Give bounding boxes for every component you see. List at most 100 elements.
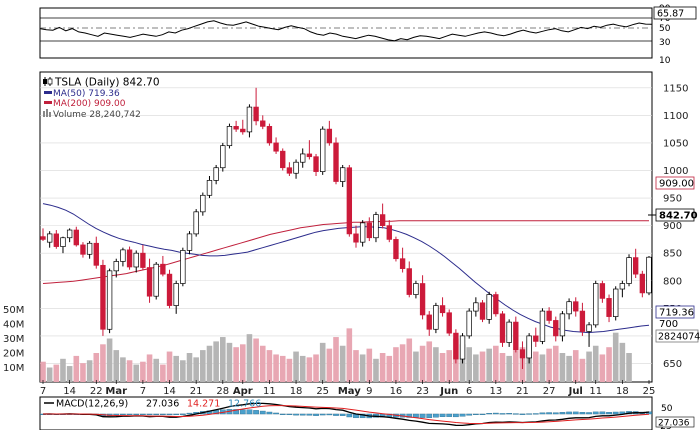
hist-value: 12.766 xyxy=(228,399,261,410)
volume-bar xyxy=(606,347,612,382)
legend-ma200: MA(200) 909.00 xyxy=(53,99,126,109)
volume-bar xyxy=(286,358,293,382)
volume-bar xyxy=(306,357,313,382)
candle-body xyxy=(286,167,293,174)
candle xyxy=(333,137,339,185)
volume-bar xyxy=(86,360,93,382)
candle xyxy=(86,241,93,259)
candle xyxy=(133,250,139,273)
candle xyxy=(193,209,199,237)
macd-hist-bar xyxy=(532,413,539,415)
volume-tick-label: 40M xyxy=(3,320,24,331)
candle-body xyxy=(220,145,226,169)
macd-hist-bar xyxy=(466,413,473,416)
volume-bar xyxy=(413,351,419,382)
volume-bar xyxy=(126,360,133,382)
volume-bar xyxy=(419,345,426,382)
candle xyxy=(433,302,439,334)
candle xyxy=(439,297,446,317)
macd-hist-bar xyxy=(186,412,193,415)
candle xyxy=(233,120,239,132)
volume-bar xyxy=(586,351,592,382)
volume-bar xyxy=(433,347,439,382)
rsi-line xyxy=(39,20,653,42)
volume-bar xyxy=(393,347,399,382)
candle-body xyxy=(226,126,233,147)
volume-bar xyxy=(173,355,179,382)
volume-tick-label: 20M xyxy=(3,349,24,360)
macd-hist-bar xyxy=(313,413,319,416)
candle xyxy=(246,104,253,138)
volume-bar xyxy=(399,344,406,382)
macd-hist-bar xyxy=(146,413,153,416)
volume-bar xyxy=(193,357,199,382)
candle-body xyxy=(606,298,612,317)
macd-hist-bar xyxy=(526,413,532,415)
candle xyxy=(426,311,432,336)
macd-hist-bar xyxy=(453,413,459,418)
candle xyxy=(140,244,146,270)
volume-bar xyxy=(66,366,73,382)
candle-body xyxy=(373,214,379,239)
candle xyxy=(579,302,586,336)
volume-bar xyxy=(546,348,552,382)
candle xyxy=(633,248,639,278)
volume-bar xyxy=(166,351,173,382)
macd-hist-bar xyxy=(433,413,439,418)
rsi-frame xyxy=(39,7,653,59)
candle-body xyxy=(240,128,246,133)
candle-body xyxy=(100,264,106,330)
candle xyxy=(320,126,326,175)
candle-body xyxy=(280,150,286,169)
macd-hist-bar xyxy=(140,413,146,416)
volume-bar xyxy=(46,367,53,382)
price-tick-label: 1150 xyxy=(663,83,688,94)
candle xyxy=(53,230,59,249)
candle-body xyxy=(126,249,133,268)
candle-body xyxy=(333,142,339,182)
rsi-value-text: 65.87 xyxy=(657,9,684,20)
volume-badge: 28240742 xyxy=(655,329,700,343)
candle xyxy=(479,300,486,323)
date-tick-label: 21 xyxy=(516,386,529,397)
candle-body xyxy=(493,294,499,315)
macd-hist-bar xyxy=(479,413,486,416)
date-tick-label: 9 xyxy=(366,386,372,397)
price-tick-label: 650 xyxy=(663,359,682,370)
candle-body xyxy=(246,106,253,133)
candle xyxy=(453,329,459,364)
volume-bar xyxy=(113,350,120,382)
candle xyxy=(339,164,346,188)
candle xyxy=(313,153,319,176)
volume-bar xyxy=(386,355,393,382)
candle-body xyxy=(133,252,139,268)
ma50-legend-swatch xyxy=(44,91,52,94)
macd-panel: MACD(12,26,9) 27.036 14.271 12.766 50 -2… xyxy=(39,396,695,430)
rsi-tick-50: 50 xyxy=(659,24,671,34)
macd-hist-bar xyxy=(512,413,519,415)
macd-hist-bar xyxy=(579,412,586,415)
candle xyxy=(73,226,79,247)
date-tick-label: May xyxy=(338,386,361,397)
rsi-tick-30: 30 xyxy=(659,38,671,48)
candle xyxy=(593,280,599,328)
candle xyxy=(293,159,299,179)
price-frame xyxy=(39,71,653,383)
date-tick-label: Apr xyxy=(233,386,253,397)
volume-bar xyxy=(206,345,213,382)
candle xyxy=(253,87,259,126)
candle xyxy=(586,322,592,347)
ma200-legend-swatch xyxy=(44,101,52,104)
macd-hist-bar xyxy=(486,413,493,415)
macd-hist-bar xyxy=(326,413,333,416)
volume-bar xyxy=(146,354,153,382)
candle-body xyxy=(626,257,632,284)
candle-body xyxy=(80,244,86,255)
volume-legend-icon xyxy=(43,109,51,117)
candle-body xyxy=(486,294,492,320)
candle xyxy=(286,162,293,176)
macd-hist-bar xyxy=(246,409,253,415)
macd-hist-bar xyxy=(279,413,286,415)
candle-body xyxy=(513,321,519,351)
volume-bar xyxy=(486,348,492,382)
